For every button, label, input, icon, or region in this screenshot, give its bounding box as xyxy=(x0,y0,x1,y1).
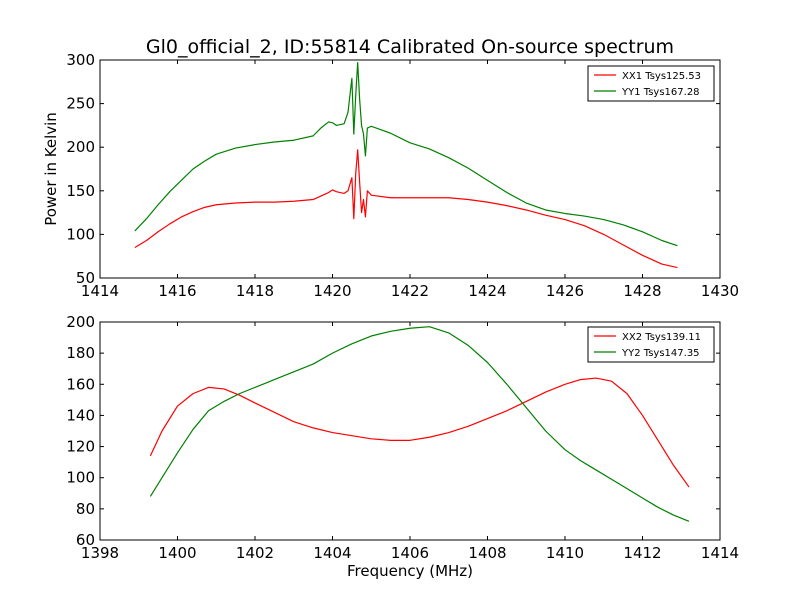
y-tick-label: 180 xyxy=(66,344,95,362)
y-tick-label: 100 xyxy=(66,469,95,487)
legend-label: XX2 Tsys139.11 xyxy=(622,332,701,343)
legend-label: XX1 Tsys125.53 xyxy=(622,71,701,82)
series-line-2 xyxy=(149,326,690,522)
x-tick-label: 1414 xyxy=(81,282,119,300)
legend-box xyxy=(587,326,715,363)
x-tick-label: 1416 xyxy=(158,282,196,300)
y-tick-label: 300 xyxy=(66,51,95,69)
legend: XX1 Tsys125.53 YY1 Tsys167.28 xyxy=(587,65,715,102)
y-tick-label: 100 xyxy=(66,225,95,243)
y-tick-label: 60 xyxy=(76,531,95,549)
y-tick-label: 150 xyxy=(66,182,95,200)
x-axis-label: Frequency (MHz) xyxy=(347,562,473,580)
legend-label: YY1 Tsys167.28 xyxy=(621,87,700,98)
series-line-2 xyxy=(134,62,678,247)
y-tick-label: 50 xyxy=(76,269,95,287)
x-tick-label: 1422 xyxy=(391,282,429,300)
x-tick-label: 1428 xyxy=(623,282,661,300)
y-tick-label: 250 xyxy=(66,95,95,113)
top-panel: 1414 1416 1418 1420 1422 1424 1426 1428 1430 50 10… xyxy=(42,51,739,300)
x-tick-label: 1408 xyxy=(468,544,506,562)
y-tick-label: 80 xyxy=(76,500,95,518)
x-tick-label: 1406 xyxy=(391,544,429,562)
legend-box xyxy=(587,65,715,102)
x-tick-label: 1426 xyxy=(546,282,584,300)
y-tick-label: 160 xyxy=(66,375,95,393)
x-tick-label: 1418 xyxy=(236,282,274,300)
y-tick-label: 200 xyxy=(66,313,95,331)
legend-label: YY2 Tsys147.35 xyxy=(621,348,700,359)
x-tick-label: 1402 xyxy=(236,544,274,562)
x-tick-label: 1404 xyxy=(313,544,351,562)
chart-title: Gl0_official_2, ID:55814 Calibrated On-s… xyxy=(146,36,674,58)
series-line-1 xyxy=(149,377,690,488)
x-tick-label: 1410 xyxy=(546,544,584,562)
y-axis-label: Power in Kelvin xyxy=(42,112,60,226)
y-tick-label: 120 xyxy=(66,438,95,456)
bottom-panel: 1398 1400 1402 1404 1406 1408 1410 1412 1414 60 80… xyxy=(66,313,739,580)
x-tick-label: 1412 xyxy=(623,544,661,562)
x-tick-label: 1424 xyxy=(468,282,506,300)
series-line-1 xyxy=(134,149,678,269)
y-tick-label: 200 xyxy=(66,138,95,156)
x-tick-label: 1400 xyxy=(158,544,196,562)
x-tick-label: 1420 xyxy=(313,282,351,300)
x-tick-label: 1414 xyxy=(701,544,739,562)
x-tick-label: 1398 xyxy=(81,544,119,562)
x-tick-label: 1430 xyxy=(701,282,739,300)
y-tick-label: 140 xyxy=(66,406,95,424)
legend: XX2 Tsys139.11 YY2 Tsys147.35 xyxy=(587,326,715,363)
